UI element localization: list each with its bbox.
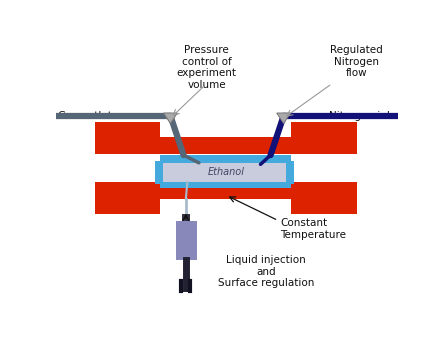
Bar bbox=[182, 214, 190, 221]
Text: Constant
Temperature: Constant Temperature bbox=[280, 218, 346, 240]
Text: Gas outlet: Gas outlet bbox=[58, 111, 112, 121]
Text: Liquid injection
and
Surface regulation: Liquid injection and Surface regulation bbox=[218, 255, 315, 288]
Bar bbox=[160, 155, 291, 163]
Polygon shape bbox=[277, 113, 291, 123]
Bar bbox=[160, 199, 291, 214]
Bar bbox=[160, 161, 291, 184]
Bar bbox=[160, 182, 291, 188]
Bar bbox=[95, 122, 357, 154]
Text: Nitrogen inle: Nitrogen inle bbox=[329, 111, 396, 121]
Text: Pressure
control of
experiment
volume: Pressure control of experiment volume bbox=[177, 45, 237, 90]
Text: Ethanol: Ethanol bbox=[207, 167, 245, 177]
Bar bbox=[95, 182, 357, 214]
Bar bbox=[286, 161, 294, 184]
Polygon shape bbox=[163, 113, 177, 123]
Text: Regulated
Nitrogen
flow: Regulated Nitrogen flow bbox=[330, 45, 383, 78]
Bar bbox=[160, 122, 291, 138]
Bar bbox=[176, 221, 198, 260]
Bar bbox=[155, 161, 163, 184]
